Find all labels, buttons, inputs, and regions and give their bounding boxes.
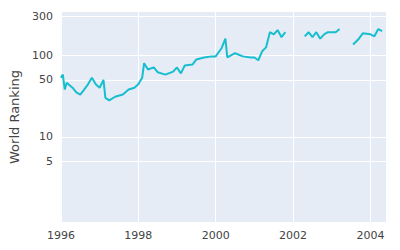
svg-text:2004: 2004 (357, 229, 385, 242)
svg-text:100: 100 (32, 49, 53, 62)
svg-text:1998: 1998 (124, 229, 152, 242)
svg-text:1996: 1996 (47, 229, 75, 242)
svg-text:World Ranking: World Ranking (7, 70, 22, 164)
svg-text:2000: 2000 (202, 229, 230, 242)
svg-text:10: 10 (39, 130, 53, 143)
svg-text:5: 5 (46, 155, 53, 168)
svg-text:2002: 2002 (279, 229, 307, 242)
svg-text:300: 300 (32, 10, 53, 23)
svg-text:50: 50 (39, 73, 53, 86)
